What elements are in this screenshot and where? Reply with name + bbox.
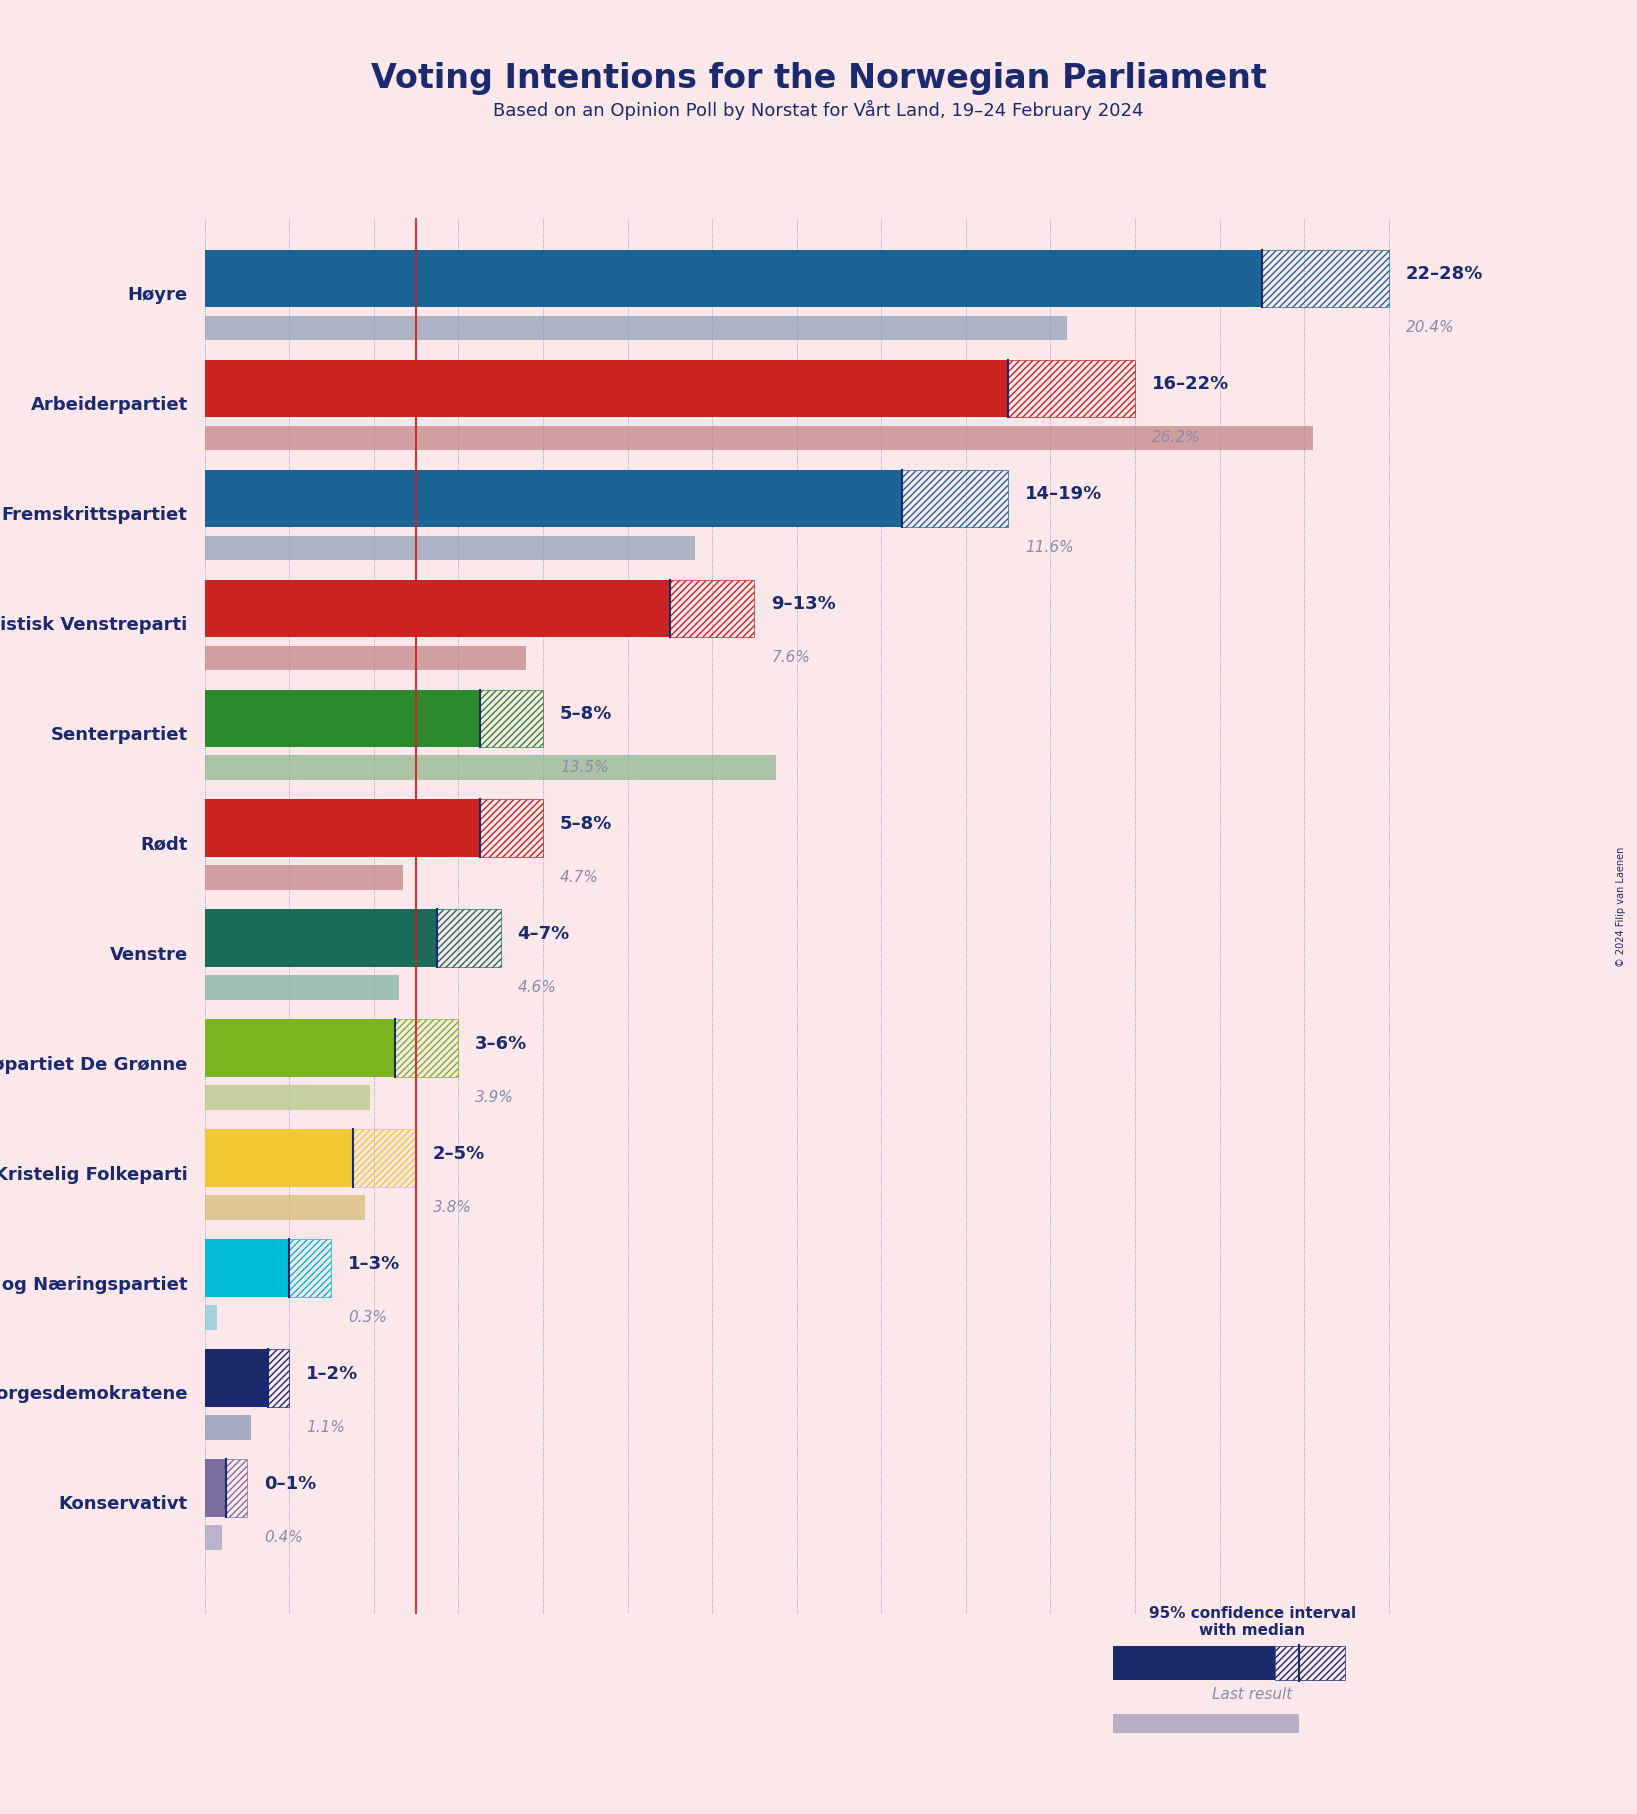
Bar [1113,1647,1206,1680]
Text: Arbeiderpartiet: Arbeiderpartiet [31,395,188,414]
Text: 3.9%: 3.9% [475,1090,514,1105]
Bar [352,1130,416,1186]
Bar [205,689,416,747]
Text: 11.6%: 11.6% [1025,541,1074,555]
Bar [586,579,670,637]
Text: 1–2%: 1–2% [306,1364,359,1382]
Bar [205,579,586,637]
Bar [881,359,1008,417]
Text: 1.1%: 1.1% [306,1420,345,1435]
Text: 22–28%: 22–28% [1406,265,1483,283]
Text: 4–7%: 4–7% [517,925,570,943]
Bar [205,800,416,856]
Bar [290,1239,331,1297]
Text: Norgesdemokratene: Norgesdemokratene [0,1386,188,1404]
Bar [480,800,543,856]
Bar [205,865,403,889]
Text: 5–8%: 5–8% [560,704,612,722]
Text: Last result: Last result [1211,1687,1293,1702]
Text: 0–1%: 0–1% [264,1475,316,1493]
Text: 9–13%: 9–13% [771,595,837,613]
Bar [416,800,480,856]
Text: Voting Intentions for the Norwegian Parliament: Voting Intentions for the Norwegian Parl… [370,62,1267,94]
Bar [205,1239,247,1297]
Bar [670,579,755,637]
Bar [205,1085,370,1110]
Bar [797,470,902,526]
Text: 1–3%: 1–3% [349,1255,401,1273]
Text: 13.5%: 13.5% [560,760,609,775]
Text: 26.2%: 26.2% [1152,430,1200,444]
Text: 20.4%: 20.4% [1406,319,1454,336]
Bar [205,1195,365,1219]
Bar [1113,1714,1298,1732]
Text: 5–8%: 5–8% [560,814,612,833]
Text: 3–6%: 3–6% [475,1034,527,1052]
Bar [437,909,501,967]
Text: Industri- og Næringspartiet: Industri- og Næringspartiet [0,1275,188,1293]
Text: Sosialistisk Venstreparti: Sosialistisk Venstreparti [0,615,188,633]
Text: 4.6%: 4.6% [517,980,557,996]
Bar [205,470,797,526]
Text: © 2024 Filip van Laenen: © 2024 Filip van Laenen [1616,847,1626,967]
Bar [205,1306,218,1330]
Bar [247,1350,268,1406]
Bar [205,535,696,561]
Text: Konservativt: Konservativt [59,1495,188,1513]
Bar [416,689,480,747]
Bar [247,1239,290,1297]
Text: Miljøpartiet De Grønne: Miljøpartiet De Grønne [0,1056,188,1074]
Text: 0.3%: 0.3% [349,1310,388,1324]
Bar [205,755,776,780]
Bar [205,1415,250,1440]
Bar [1206,1647,1275,1680]
Text: 4.7%: 4.7% [560,871,599,885]
Bar [290,1130,352,1186]
Bar [205,976,399,1000]
Bar [268,1350,290,1406]
Text: Senterpartiet: Senterpartiet [51,726,188,744]
Bar [480,689,543,747]
Text: 7.6%: 7.6% [771,649,810,666]
Bar [205,316,1067,339]
Bar [373,909,437,967]
Bar [1262,250,1388,307]
Text: 95% confidence interval
with median: 95% confidence interval with median [1149,1605,1355,1638]
Bar [1275,1647,1346,1680]
Bar [205,426,1313,450]
Bar [902,470,1008,526]
Text: Venstre: Venstre [110,945,188,963]
Bar [205,646,525,669]
Bar [205,1526,221,1549]
Text: 3.8%: 3.8% [432,1201,471,1215]
Text: Kristelig Folkeparti: Kristelig Folkeparti [0,1166,188,1183]
Bar [205,1350,247,1406]
Bar [205,1130,290,1186]
Text: Rødt: Rødt [141,836,188,854]
Text: Høyre: Høyre [128,285,188,303]
Bar [205,359,881,417]
Bar [331,1019,395,1078]
Bar [205,1460,226,1517]
Bar [205,250,1134,307]
Bar [1134,250,1262,307]
Text: 14–19%: 14–19% [1025,484,1102,502]
Text: 16–22%: 16–22% [1152,375,1229,394]
Text: Fremskrittspartiet: Fremskrittspartiet [2,506,188,524]
Bar [1008,359,1134,417]
Bar [205,909,373,967]
Text: 2–5%: 2–5% [432,1145,485,1163]
Bar [205,1019,331,1078]
Bar [395,1019,458,1078]
Bar [226,1460,247,1517]
Text: 0.4%: 0.4% [264,1529,303,1546]
Text: Based on an Opinion Poll by Norstat for Vårt Land, 19–24 February 2024: Based on an Opinion Poll by Norstat for … [493,100,1144,120]
